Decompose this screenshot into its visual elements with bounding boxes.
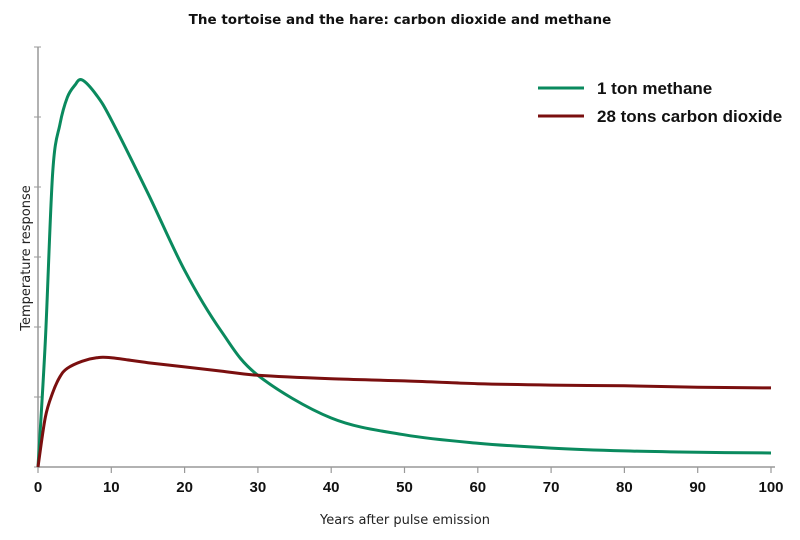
x-tick-label: 70: [543, 479, 560, 496]
x-tick-label: 30: [250, 479, 267, 496]
series-line-methane: [36, 78, 772, 468]
series-line-co2: [36, 355, 772, 468]
x-tick-label: 10: [103, 479, 120, 496]
series-lines: [36, 78, 772, 468]
x-tick-label: 40: [323, 479, 340, 496]
chart-title: The tortoise and the hare: carbon dioxid…: [189, 12, 612, 28]
x-tick-label: 0: [34, 479, 42, 496]
legend: 1 ton methane 28 tons carbon dioxide: [538, 79, 782, 126]
y-axis-label: Temperature response: [19, 185, 34, 332]
x-tick-label: 60: [469, 479, 486, 496]
x-axis-label: Years after pulse emission: [319, 513, 490, 528]
x-tick-label: 90: [689, 479, 706, 496]
x-tick-label: 20: [176, 479, 193, 496]
x-tick-label: 80: [616, 479, 633, 496]
legend-label-methane: 1 ton methane: [597, 79, 712, 98]
axes: 0 10 20 30 40 50 60 70 80 90 100: [34, 46, 784, 496]
x-tick-label: 100: [758, 479, 783, 496]
x-tick-label: 50: [396, 479, 413, 496]
legend-label-co2: 28 tons carbon dioxide: [597, 107, 782, 126]
